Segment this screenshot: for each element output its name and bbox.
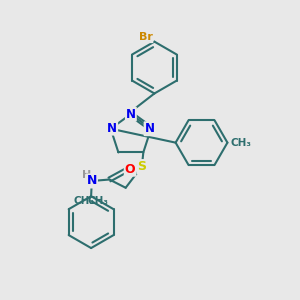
Text: N: N [145, 122, 154, 135]
Text: N: N [87, 175, 97, 188]
Text: CH₃: CH₃ [231, 138, 252, 148]
Text: S: S [137, 160, 146, 173]
Text: H: H [82, 169, 91, 179]
Text: N: N [126, 108, 136, 121]
Text: O: O [125, 163, 135, 176]
Text: CH₃: CH₃ [87, 196, 108, 206]
Text: N: N [107, 122, 117, 135]
Text: Br: Br [139, 32, 152, 42]
Text: CH₃: CH₃ [74, 196, 95, 206]
